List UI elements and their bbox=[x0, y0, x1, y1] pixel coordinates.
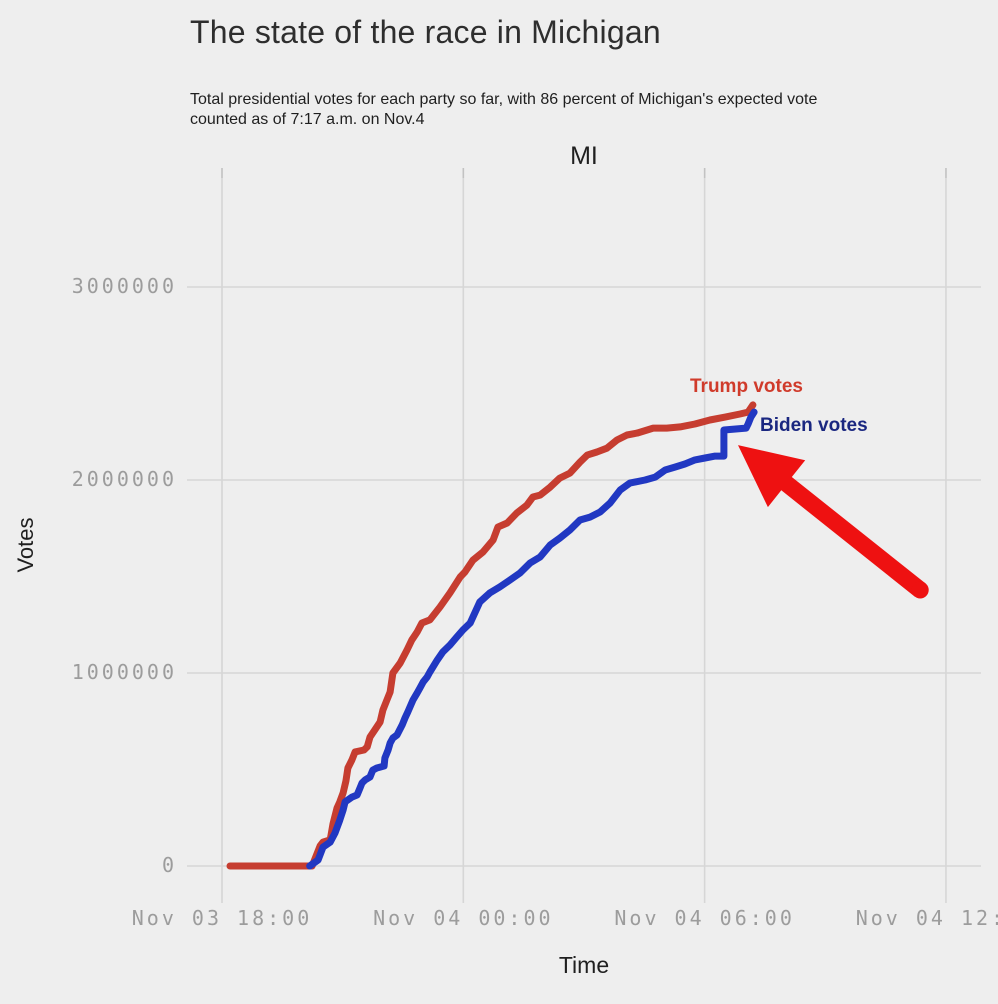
x-tick-label: Nov 04 00:00 bbox=[373, 906, 554, 930]
x-tick-label: Nov 04 06:00 bbox=[614, 906, 795, 930]
subtitle-line-2: counted as of 7:17 a.m. on Nov.4 bbox=[190, 111, 425, 128]
chart-title: MI bbox=[570, 142, 598, 170]
trump-series-label: Trump votes bbox=[690, 376, 803, 397]
biden-series-label: Biden votes bbox=[760, 415, 868, 436]
trump-votes-line bbox=[226, 401, 757, 870]
subtitle-line-1: Total presidential votes for each party … bbox=[190, 91, 818, 108]
annotation-arrow-tail-cap bbox=[911, 581, 929, 599]
y-tick-label: 0 bbox=[161, 853, 177, 877]
x-tick-label: Nov 03 18:00 bbox=[131, 906, 313, 930]
y-tick-label: 1000000 bbox=[71, 660, 177, 684]
x-axis-title: Time bbox=[558, 952, 610, 978]
y-tick-label: 2000000 bbox=[71, 467, 177, 491]
biden-votes-line bbox=[306, 408, 758, 870]
page-title: The state of the race in Michigan bbox=[190, 14, 661, 50]
annotation-arrow bbox=[738, 445, 926, 597]
y-tick-label: 3000000 bbox=[71, 274, 177, 298]
x-tick-label: Nov 04 12:00 bbox=[855, 906, 998, 930]
